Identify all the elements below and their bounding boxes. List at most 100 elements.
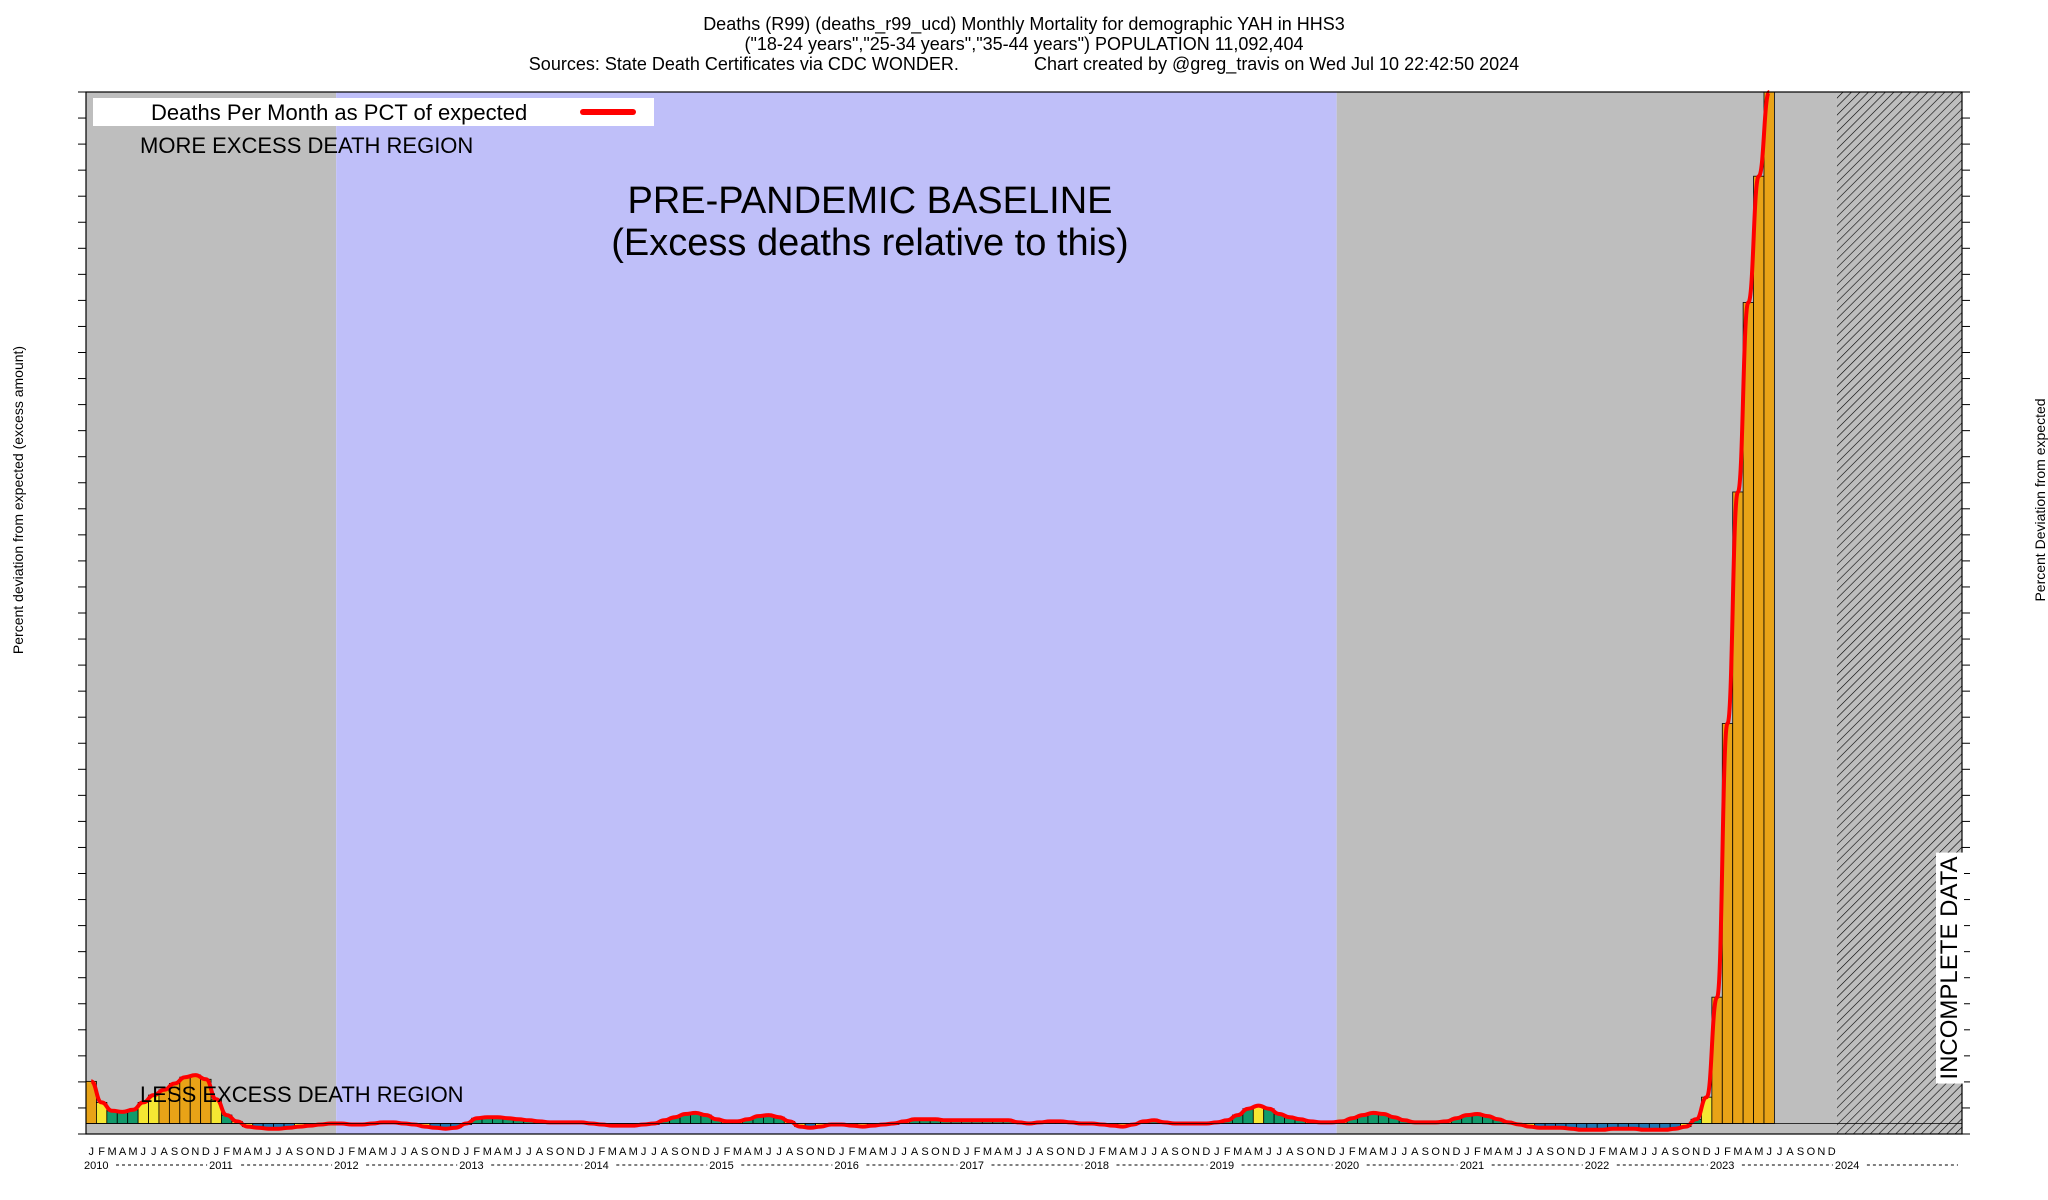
x-tick-year-label: 2020 bbox=[1335, 1160, 1359, 1172]
x-tick-month-label: M bbox=[629, 1146, 638, 1158]
x-tick-month-label: J bbox=[1152, 1146, 1158, 1158]
x-tick-month-label: N bbox=[317, 1146, 325, 1158]
x-tick-month-label: M bbox=[1004, 1146, 1013, 1158]
x-tick-month-label: S bbox=[1672, 1146, 1679, 1158]
x-tick-month-label: D bbox=[1077, 1146, 1085, 1158]
x-tick-month-label: S bbox=[1547, 1146, 1554, 1158]
x-tick-month-label: F bbox=[473, 1146, 480, 1158]
x-tick-year-label: 2022 bbox=[1585, 1160, 1609, 1172]
x-tick-month-label: J bbox=[1766, 1146, 1772, 1158]
x-tick-month-label: S bbox=[796, 1146, 803, 1158]
x-tick-month-label: D bbox=[202, 1146, 210, 1158]
x-tick-month-label: N bbox=[1067, 1146, 1075, 1158]
x-tick-year-label: 2018 bbox=[1085, 1160, 1109, 1172]
bar-2023-4 bbox=[1742, 302, 1754, 1124]
x-tick-month-label: M bbox=[858, 1146, 867, 1158]
x-tick-month-label: A bbox=[744, 1146, 752, 1158]
x-tick-month-label: D bbox=[1828, 1146, 1836, 1158]
chart-title-line-3: Sources: State Death Certificates via CD… bbox=[528, 54, 1520, 74]
x-tick-month-label: A bbox=[119, 1146, 127, 1158]
x-tick-month-label: M bbox=[1608, 1146, 1617, 1158]
baseline-annotation-line-2: (Excess deaths relative to this) bbox=[611, 222, 1129, 264]
x-tick-month-label: D bbox=[1703, 1146, 1711, 1158]
x-tick-month-label: D bbox=[1328, 1146, 1336, 1158]
x-tick-month-label: S bbox=[421, 1146, 428, 1158]
x-tick-month-label: M bbox=[1129, 1146, 1138, 1158]
x-tick-year-label: 2017 bbox=[960, 1160, 984, 1172]
x-tick-month-label: F bbox=[1224, 1146, 1231, 1158]
x-tick-month-label: J bbox=[526, 1146, 532, 1158]
x-tick-month-label: J bbox=[276, 1146, 282, 1158]
x-tick-month-label: A bbox=[369, 1146, 377, 1158]
x-tick-month-label: J bbox=[88, 1146, 94, 1158]
x-tick-month-label: A bbox=[536, 1146, 544, 1158]
x-tick-month-label: J bbox=[891, 1146, 897, 1158]
incomplete-data-label: INCOMPLETE DATA bbox=[1932, 838, 1968, 1098]
x-tick-month-label: D bbox=[952, 1146, 960, 1158]
x-tick-month-label: A bbox=[1244, 1146, 1252, 1158]
x-tick-month-label: S bbox=[546, 1146, 553, 1158]
x-tick-month-label: F bbox=[1599, 1146, 1606, 1158]
x-tick-month-label: J bbox=[589, 1146, 595, 1158]
x-tick-month-label: N bbox=[1817, 1146, 1825, 1158]
x-tick-month-label: S bbox=[296, 1146, 303, 1158]
x-tick-month-label: M bbox=[983, 1146, 992, 1158]
x-tick-month-label: N bbox=[1317, 1146, 1325, 1158]
x-tick-month-label: D bbox=[1578, 1146, 1586, 1158]
x-tick-month-label: M bbox=[504, 1146, 513, 1158]
x-tick-month-label: J bbox=[1641, 1146, 1647, 1158]
x-tick-month-label: M bbox=[378, 1146, 387, 1158]
bar-2023-5 bbox=[1753, 175, 1765, 1124]
x-tick-month-label: F bbox=[724, 1146, 731, 1158]
x-tick-month-label: A bbox=[786, 1146, 794, 1158]
x-tick-year-label: 2024 bbox=[1835, 1160, 1859, 1172]
x-tick-month-label: N bbox=[567, 1146, 575, 1158]
x-tick-month-label: J bbox=[1277, 1146, 1283, 1158]
x-tick-month-label: O bbox=[681, 1146, 690, 1158]
x-tick-month-label: F bbox=[1724, 1146, 1731, 1158]
x-tick-month-label: J bbox=[766, 1146, 772, 1158]
x-tick-month-label: A bbox=[1119, 1146, 1127, 1158]
x-tick-month-label: M bbox=[128, 1146, 137, 1158]
x-tick-month-label: F bbox=[223, 1146, 230, 1158]
chart-title-line-2: ("18-24 years","25-34 years","35-44 year… bbox=[744, 34, 1304, 54]
x-tick-month-label: J bbox=[1402, 1146, 1408, 1158]
x-tick-month-label: N bbox=[1567, 1146, 1575, 1158]
x-tick-month-label: J bbox=[964, 1146, 970, 1158]
x-tick-year-label: 2015 bbox=[709, 1160, 733, 1172]
x-tick-month-label: N bbox=[1442, 1146, 1450, 1158]
x-tick-month-label: O bbox=[1556, 1146, 1565, 1158]
x-tick-month-label: N bbox=[1192, 1146, 1200, 1158]
x-tick-month-label: M bbox=[608, 1146, 617, 1158]
x-tick-month-label: A bbox=[1369, 1146, 1377, 1158]
x-tick-month-label: D bbox=[702, 1146, 710, 1158]
pre-baseline-region bbox=[86, 92, 337, 1134]
bar-2023-6 bbox=[1763, 91, 1775, 1124]
x-tick-month-label: S bbox=[1297, 1146, 1304, 1158]
x-tick-month-label: J bbox=[1391, 1146, 1397, 1158]
x-tick-month-label: J bbox=[1214, 1146, 1220, 1158]
x-tick-month-label: J bbox=[1777, 1146, 1783, 1158]
x-tick-month-label: J bbox=[391, 1146, 397, 1158]
x-tick-month-label: J bbox=[1266, 1146, 1272, 1158]
x-tick-month-label: O bbox=[1431, 1146, 1440, 1158]
x-tick-month-label: S bbox=[1046, 1146, 1053, 1158]
x-tick-month-label: A bbox=[244, 1146, 252, 1158]
x-tick-month-label: A bbox=[1161, 1146, 1169, 1158]
x-tick-month-label: J bbox=[776, 1146, 782, 1158]
x-tick-month-label: F bbox=[348, 1146, 355, 1158]
less-excess-region-label: LESS EXCESS DEATH REGION bbox=[140, 1082, 464, 1107]
x-tick-month-label: J bbox=[339, 1146, 345, 1158]
x-tick-month-label: J bbox=[214, 1146, 220, 1158]
x-tick-year-label: 2019 bbox=[1210, 1160, 1234, 1172]
x-tick-month-label: A bbox=[911, 1146, 919, 1158]
x-tick-month-label: S bbox=[921, 1146, 928, 1158]
x-tick-month-label: J bbox=[516, 1146, 522, 1158]
x-tick-month-label: N bbox=[1692, 1146, 1700, 1158]
x-tick-year-label: 2023 bbox=[1710, 1160, 1734, 1172]
x-tick-year-label: 2016 bbox=[834, 1160, 858, 1172]
chart-title-line-1: Deaths (R99) (deaths_r99_ucd) Monthly Mo… bbox=[703, 14, 1345, 34]
x-tick-month-label: M bbox=[108, 1146, 117, 1158]
